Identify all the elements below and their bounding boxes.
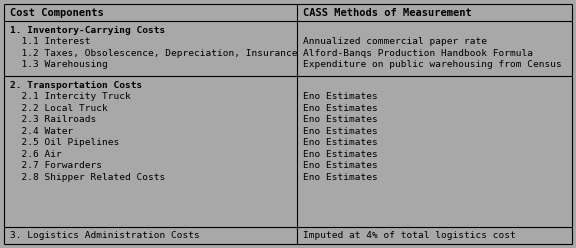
Text: 2.1 Intercity Truck: 2.1 Intercity Truck	[10, 93, 131, 101]
Text: 1.1 Interest: 1.1 Interest	[10, 37, 90, 46]
Text: 2.5 Oil Pipelines: 2.5 Oil Pipelines	[10, 138, 119, 148]
Text: 1.3 Warehousing: 1.3 Warehousing	[10, 61, 108, 69]
Text: Expenditure on public warehousing from Census: Expenditure on public warehousing from C…	[302, 61, 561, 69]
Text: 2.6 Air: 2.6 Air	[10, 150, 62, 159]
Text: 1.2 Taxes, Obsolescence, Depreciation, Insurance: 1.2 Taxes, Obsolescence, Depreciation, I…	[10, 49, 297, 58]
Text: Eno Estimates: Eno Estimates	[302, 161, 377, 170]
Text: 2.2 Local Truck: 2.2 Local Truck	[10, 104, 108, 113]
Text: 2. Transportation Costs: 2. Transportation Costs	[10, 81, 142, 90]
Text: 3. Logistics Administration Costs: 3. Logistics Administration Costs	[10, 231, 200, 240]
Text: Eno Estimates: Eno Estimates	[302, 173, 377, 182]
Text: Annualized commercial paper rate: Annualized commercial paper rate	[302, 37, 487, 46]
Text: Eno Estimates: Eno Estimates	[302, 127, 377, 136]
Text: Imputed at 4% of total logistics cost: Imputed at 4% of total logistics cost	[302, 231, 516, 240]
Text: Eno Estimates: Eno Estimates	[302, 138, 377, 148]
Text: 2.4 Water: 2.4 Water	[10, 127, 73, 136]
Text: Eno Estimates: Eno Estimates	[302, 93, 377, 101]
Text: 1. Inventory-Carrying Costs: 1. Inventory-Carrying Costs	[10, 26, 165, 35]
Text: Alford-Banqs Production Handbook Formula: Alford-Banqs Production Handbook Formula	[302, 49, 533, 58]
Text: Eno Estimates: Eno Estimates	[302, 104, 377, 113]
Text: Eno Estimates: Eno Estimates	[302, 116, 377, 124]
Text: CASS Methods of Measurement: CASS Methods of Measurement	[302, 8, 471, 18]
Text: Eno Estimates: Eno Estimates	[302, 150, 377, 159]
Text: 2.7 Forwarders: 2.7 Forwarders	[10, 161, 102, 170]
Text: 2.3 Railroads: 2.3 Railroads	[10, 116, 96, 124]
Text: 2.8 Shipper Related Costs: 2.8 Shipper Related Costs	[10, 173, 165, 182]
Text: Cost Components: Cost Components	[10, 8, 104, 18]
